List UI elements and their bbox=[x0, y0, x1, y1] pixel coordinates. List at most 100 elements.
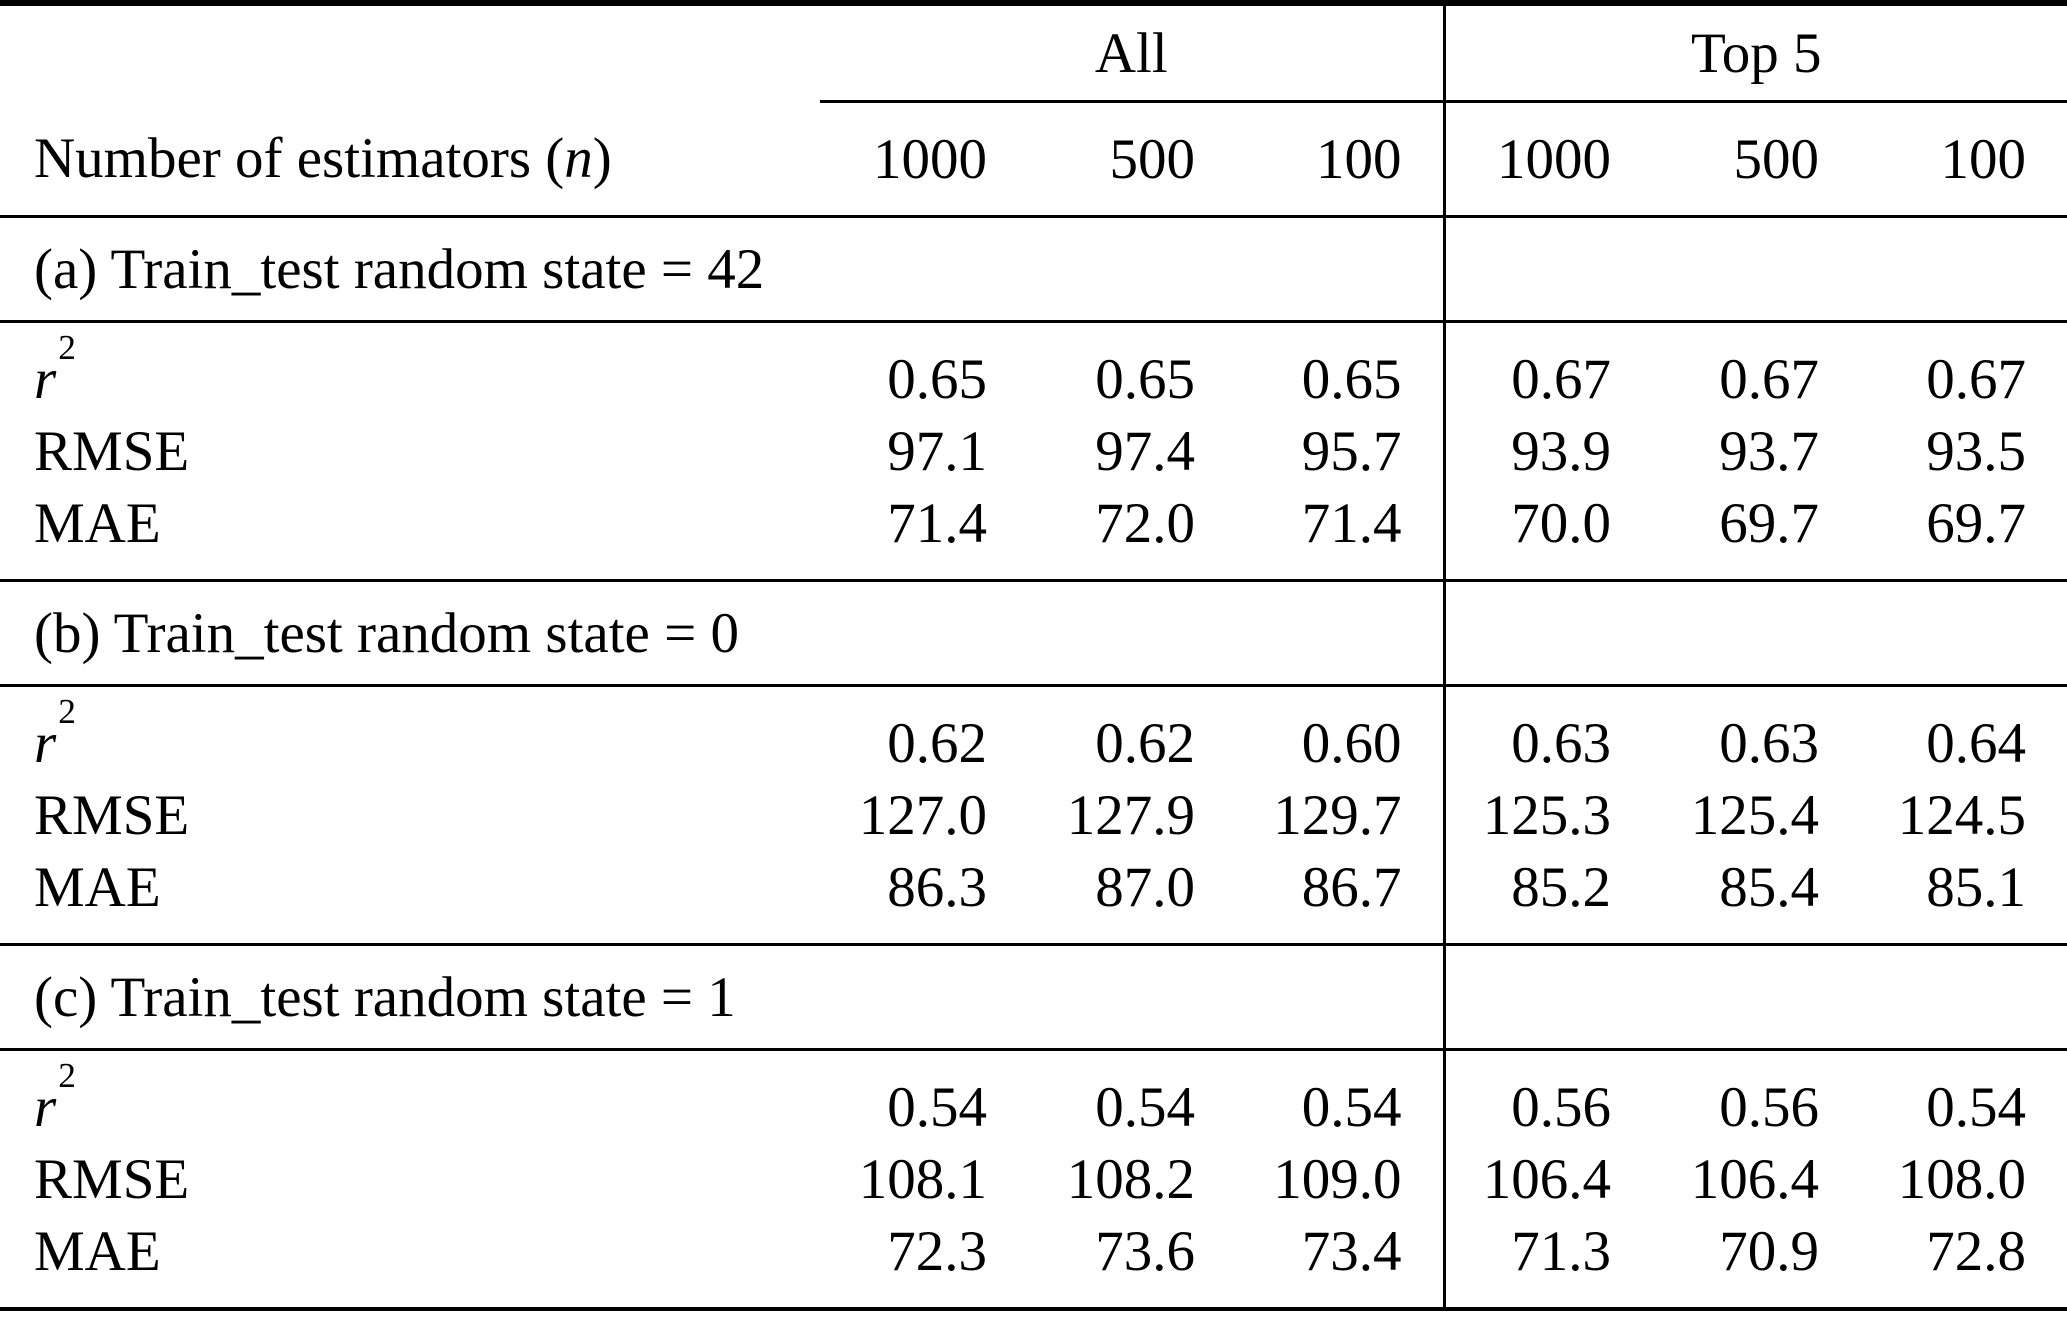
metric-name: MAE bbox=[34, 491, 161, 555]
group-header-row: All Top 5 bbox=[0, 3, 2067, 103]
metric-name: RMSE bbox=[34, 419, 190, 483]
metric-value: 0.63 bbox=[1442, 685, 1652, 779]
column-header: 1000 bbox=[820, 101, 1028, 218]
metric-name: RMSE bbox=[34, 1147, 190, 1211]
metric-value: 69.7 bbox=[1652, 487, 1860, 582]
metric-name: RMSE bbox=[34, 783, 190, 847]
metric-value: 125.3 bbox=[1442, 779, 1652, 851]
metric-name: MAE bbox=[34, 855, 161, 919]
section-divider-spacer bbox=[1442, 944, 2067, 1051]
metric-value: 71.4 bbox=[1236, 487, 1444, 582]
metric-value: 0.67 bbox=[1719, 347, 1819, 411]
metric-value: 72.0 bbox=[1028, 487, 1236, 582]
metric-value: 0.65 bbox=[1095, 347, 1195, 411]
metric-value: 109.0 bbox=[1273, 1147, 1402, 1211]
section-header: (c) Train_test random state = 1 bbox=[0, 944, 1444, 1051]
metric-value: 127.9 bbox=[1066, 783, 1195, 847]
metric-row: r2 0.54 0.54 0.54 0.56 0.56 0.54 bbox=[0, 1049, 2067, 1144]
metric-label: RMSE bbox=[0, 1143, 820, 1215]
section-header: (a) Train_test random state = 42 bbox=[0, 216, 1444, 323]
metric-superscript: 2 bbox=[58, 1055, 76, 1095]
metric-value: 129.7 bbox=[1273, 783, 1402, 847]
metric-value: 108.1 bbox=[858, 1147, 987, 1211]
metric-value: 106.4 bbox=[1442, 1143, 1652, 1215]
metric-label: RMSE bbox=[0, 779, 820, 851]
metric-row: RMSE 97.1 97.4 95.7 93.9 93.7 93.5 bbox=[0, 415, 2067, 487]
metric-value: 86.7 bbox=[1236, 851, 1444, 946]
metric-label: RMSE bbox=[0, 415, 820, 487]
section-divider-spacer bbox=[1442, 580, 2067, 687]
metric-value: 85.1 bbox=[1860, 851, 2067, 946]
metric-label: r2 bbox=[0, 322, 820, 416]
metric-value: 0.67 bbox=[1442, 321, 1652, 415]
metric-value: 0.54 bbox=[887, 1075, 987, 1139]
metric-value: 0.56 bbox=[1719, 1075, 1819, 1139]
metric-value: 0.54 bbox=[1926, 1075, 2026, 1139]
metric-label: MAE bbox=[0, 487, 820, 582]
metric-value: 0.64 bbox=[1926, 711, 2026, 775]
metric-row: MAE 72.3 73.6 73.4 71.3 70.9 72.8 bbox=[0, 1215, 2067, 1311]
metric-value: 72.3 bbox=[820, 1215, 1028, 1311]
section-row: (b) Train_test random state = 0 bbox=[0, 580, 2067, 687]
metric-row: RMSE 127.0 127.9 129.7 125.3 125.4 124.5 bbox=[0, 779, 2067, 851]
metric-value: 0.56 bbox=[1442, 1049, 1652, 1143]
metric-value: 0.62 bbox=[1095, 711, 1195, 775]
estimators-label-text: Number of estimators ( bbox=[34, 126, 565, 190]
metric-superscript: 2 bbox=[58, 691, 76, 731]
metric-row: MAE 71.4 72.0 71.4 70.0 69.7 69.7 bbox=[0, 487, 2067, 582]
estimators-row-label: Number of estimators (n) bbox=[0, 101, 820, 218]
metric-value: 85.4 bbox=[1652, 851, 1860, 946]
metric-value: 108.2 bbox=[1066, 1147, 1195, 1211]
metric-value: 86.3 bbox=[820, 851, 1028, 946]
metric-value: 85.2 bbox=[1442, 851, 1652, 946]
metric-value: 93.9 bbox=[1442, 415, 1652, 487]
metric-value: 70.0 bbox=[1442, 487, 1652, 582]
metric-value: 0.67 bbox=[1926, 347, 2026, 411]
metric-value: 124.5 bbox=[1897, 783, 2026, 847]
metric-value: 108.0 bbox=[1897, 1147, 2026, 1211]
metric-value: 0.65 bbox=[887, 347, 987, 411]
metric-value: 0.62 bbox=[887, 711, 987, 775]
metric-label: MAE bbox=[0, 851, 820, 946]
section-row: (c) Train_test random state = 1 bbox=[0, 944, 2067, 1051]
metric-value: 0.65 bbox=[1301, 347, 1402, 411]
metric-value: 125.4 bbox=[1690, 783, 1819, 847]
metric-label: r2 bbox=[0, 686, 820, 780]
metric-name: r bbox=[34, 348, 57, 411]
metric-value: 72.8 bbox=[1860, 1215, 2067, 1311]
metric-name: r bbox=[34, 1076, 57, 1139]
metric-value: 70.9 bbox=[1652, 1215, 1860, 1311]
metric-value: 87.0 bbox=[1028, 851, 1236, 946]
table-header: All Top 5 Number of estimators (n) 1000 … bbox=[0, 3, 2067, 218]
metric-value: 0.54 bbox=[1301, 1075, 1402, 1139]
metric-value: 93.5 bbox=[1926, 419, 2026, 483]
section-divider-spacer bbox=[1442, 216, 2067, 323]
estimators-label-close: ) bbox=[592, 126, 612, 190]
table-body: (a) Train_test random state = 42 r2 0.65 0.… bbox=[0, 216, 2067, 1311]
column-header-row: Number of estimators (n) 1000 500 100 10… bbox=[0, 101, 2067, 218]
metric-superscript: 2 bbox=[58, 327, 76, 367]
column-header: 500 bbox=[1652, 101, 1860, 218]
metric-value: 93.7 bbox=[1719, 419, 1819, 483]
metric-name: MAE bbox=[34, 1219, 161, 1283]
estimators-variable-n: n bbox=[564, 126, 593, 190]
metric-value: 95.7 bbox=[1301, 419, 1402, 483]
metric-value: 0.60 bbox=[1301, 711, 1402, 775]
metric-value: 69.7 bbox=[1860, 487, 2067, 582]
metric-value: 71.4 bbox=[820, 487, 1028, 582]
metric-label: MAE bbox=[0, 1215, 820, 1311]
column-header: 1000 bbox=[1442, 101, 1652, 218]
metric-row: MAE 86.3 87.0 86.7 85.2 85.4 85.1 bbox=[0, 851, 2067, 946]
section-header: (b) Train_test random state = 0 bbox=[0, 580, 1444, 687]
metric-row: RMSE 108.1 108.2 109.0 106.4 106.4 108.0 bbox=[0, 1143, 2067, 1215]
column-header: 100 bbox=[1860, 101, 2067, 218]
section-row: (a) Train_test random state = 42 bbox=[0, 216, 2067, 323]
metric-value: 97.1 bbox=[887, 419, 987, 483]
metric-value: 73.6 bbox=[1028, 1215, 1236, 1311]
column-header: 500 bbox=[1028, 101, 1236, 218]
metric-name: r bbox=[34, 712, 57, 775]
metric-label: r2 bbox=[0, 1050, 820, 1144]
corner-spacer bbox=[0, 3, 820, 102]
